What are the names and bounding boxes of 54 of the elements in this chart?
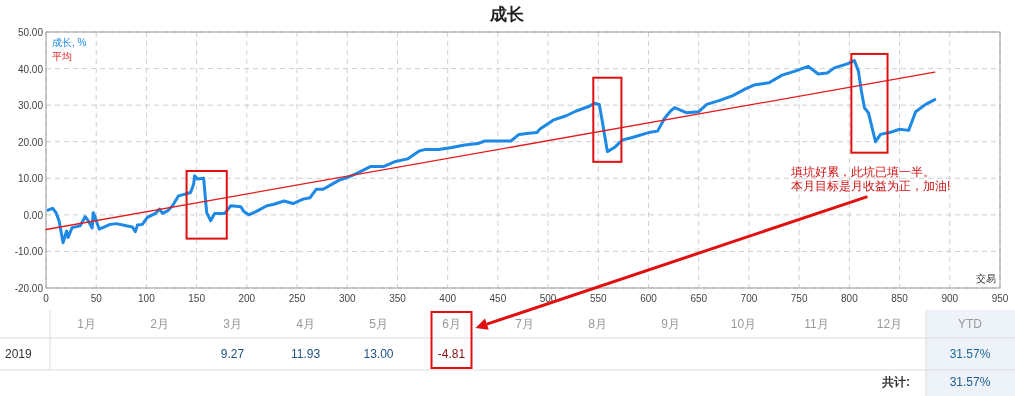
x-tick-label: 900 xyxy=(941,293,959,304)
data-label: 13.00 xyxy=(363,347,394,361)
x-tick-label: 850 xyxy=(891,293,909,304)
x-axis-title: 交易 xyxy=(976,273,996,284)
x-tick-label: 350 xyxy=(389,293,407,304)
data-label: 9.27 xyxy=(220,347,245,361)
y-tick-label: 30.00 xyxy=(17,100,44,112)
y-tick-label: 2019 xyxy=(5,347,33,361)
y-tick-label: 50.00 xyxy=(17,27,44,38)
y-tick-label: -20.00 xyxy=(14,283,44,294)
annotation: 填坑好累，此坑已填一半。 xyxy=(790,165,936,180)
x-tick-label: YTD xyxy=(958,317,983,331)
y-tick-label: 10.00 xyxy=(17,173,44,185)
y-tick-label: 0.00 xyxy=(23,209,44,221)
x-tick-label: 800 xyxy=(841,293,859,304)
y-tick-label: 40.00 xyxy=(17,63,44,75)
x-tick-label: 200 xyxy=(238,293,256,304)
x-tick-label: 0 xyxy=(43,293,50,304)
annotation: 本月目标是月收益为正，加油! xyxy=(791,179,951,194)
x-tick-label: 8月 xyxy=(588,317,607,331)
x-tick-label: 650 xyxy=(690,293,708,304)
x-tick-label: 7月 xyxy=(515,317,534,331)
x-tick-label: 600 xyxy=(640,293,658,304)
y-tick-label: 20.00 xyxy=(17,136,44,148)
x-tick-label: 550 xyxy=(589,293,608,304)
x-tick-label: 700 xyxy=(740,293,758,304)
x-tick-label: 50 xyxy=(90,293,103,304)
x-tick-label: 9月 xyxy=(661,317,680,331)
x-tick-label: 150 xyxy=(188,293,206,304)
x-tick-label: 5月 xyxy=(369,317,388,331)
text: 平均 xyxy=(52,51,72,62)
annotation: 31.57% xyxy=(949,375,991,389)
annotation: 共计: xyxy=(881,375,910,389)
x-tick-label: 950 xyxy=(991,293,1009,304)
data-label: 11.93 xyxy=(290,347,321,361)
chart-title: 成长 xyxy=(489,5,525,24)
text: 成长, % xyxy=(52,37,87,48)
x-tick-label: 3月 xyxy=(223,317,242,331)
x-tick-label: 10月 xyxy=(730,317,757,331)
y-tick-label: -10.00 xyxy=(14,246,44,258)
x-tick-label: 400 xyxy=(439,293,457,304)
x-tick-label: 2月 xyxy=(150,317,169,331)
x-tick-label: 250 xyxy=(288,293,306,304)
x-tick-label: 6月 xyxy=(442,317,461,331)
x-tick-label: 450 xyxy=(489,293,507,304)
x-tick-label: 300 xyxy=(338,293,357,304)
data-label: -4.81 xyxy=(437,347,466,361)
x-tick-label: 100 xyxy=(138,293,156,304)
x-tick-label: 1月 xyxy=(77,317,96,331)
x-tick-label: 12月 xyxy=(876,317,903,331)
x-tick-label: 11月 xyxy=(804,317,829,331)
data-label: 31.57% xyxy=(949,347,991,361)
x-tick-label: 4月 xyxy=(296,317,315,331)
x-tick-label: 750 xyxy=(790,293,808,304)
